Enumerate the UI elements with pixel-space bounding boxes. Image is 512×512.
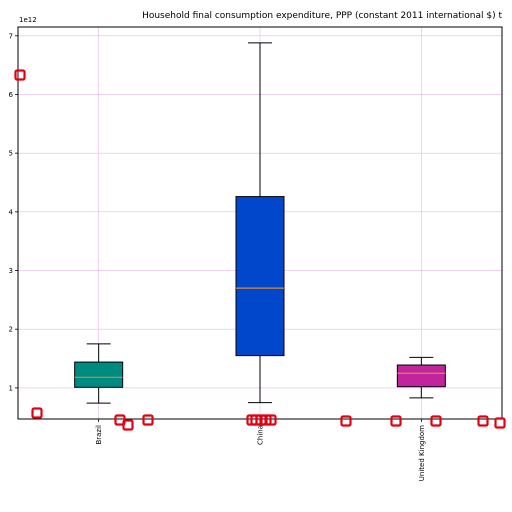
x-tick-label: United Kingdom [418,425,426,481]
y-tick-label: 7 [9,32,13,40]
marker-square [265,414,277,426]
marker-square [390,415,402,427]
x-tick-label: China [257,425,265,445]
marker-square [430,415,442,427]
y-tick-label: 1 [9,384,13,392]
marker-square [494,417,506,429]
y-tick-label: 6 [9,91,14,99]
marker-square [31,407,43,419]
y-offset-label: 1e12 [19,16,37,24]
y-axis: 1 2 3 4 5 6 7 [9,32,18,392]
box-body [74,361,124,388]
marker-square [142,414,154,426]
x-tick-label: Brazil [95,425,103,445]
box-body [396,364,446,388]
box-brazil [74,343,124,404]
y-tick-label: 4 [9,208,14,216]
marker-square [14,69,26,81]
boxes [74,42,446,404]
y-tick-label: 5 [9,150,13,158]
y-tick-label: 3 [9,267,13,275]
box-china [235,42,285,404]
chart-title: Household final consumption expenditure,… [142,11,502,21]
x-axis: Brazil China United Kingdom [95,419,426,481]
box-united-kingdom [396,356,446,399]
marker-square [340,415,352,427]
overlay-markers [14,69,506,431]
y-tick-label: 2 [9,326,13,334]
marker-square [122,419,134,431]
box-body [235,196,285,357]
marker-square [477,415,489,427]
